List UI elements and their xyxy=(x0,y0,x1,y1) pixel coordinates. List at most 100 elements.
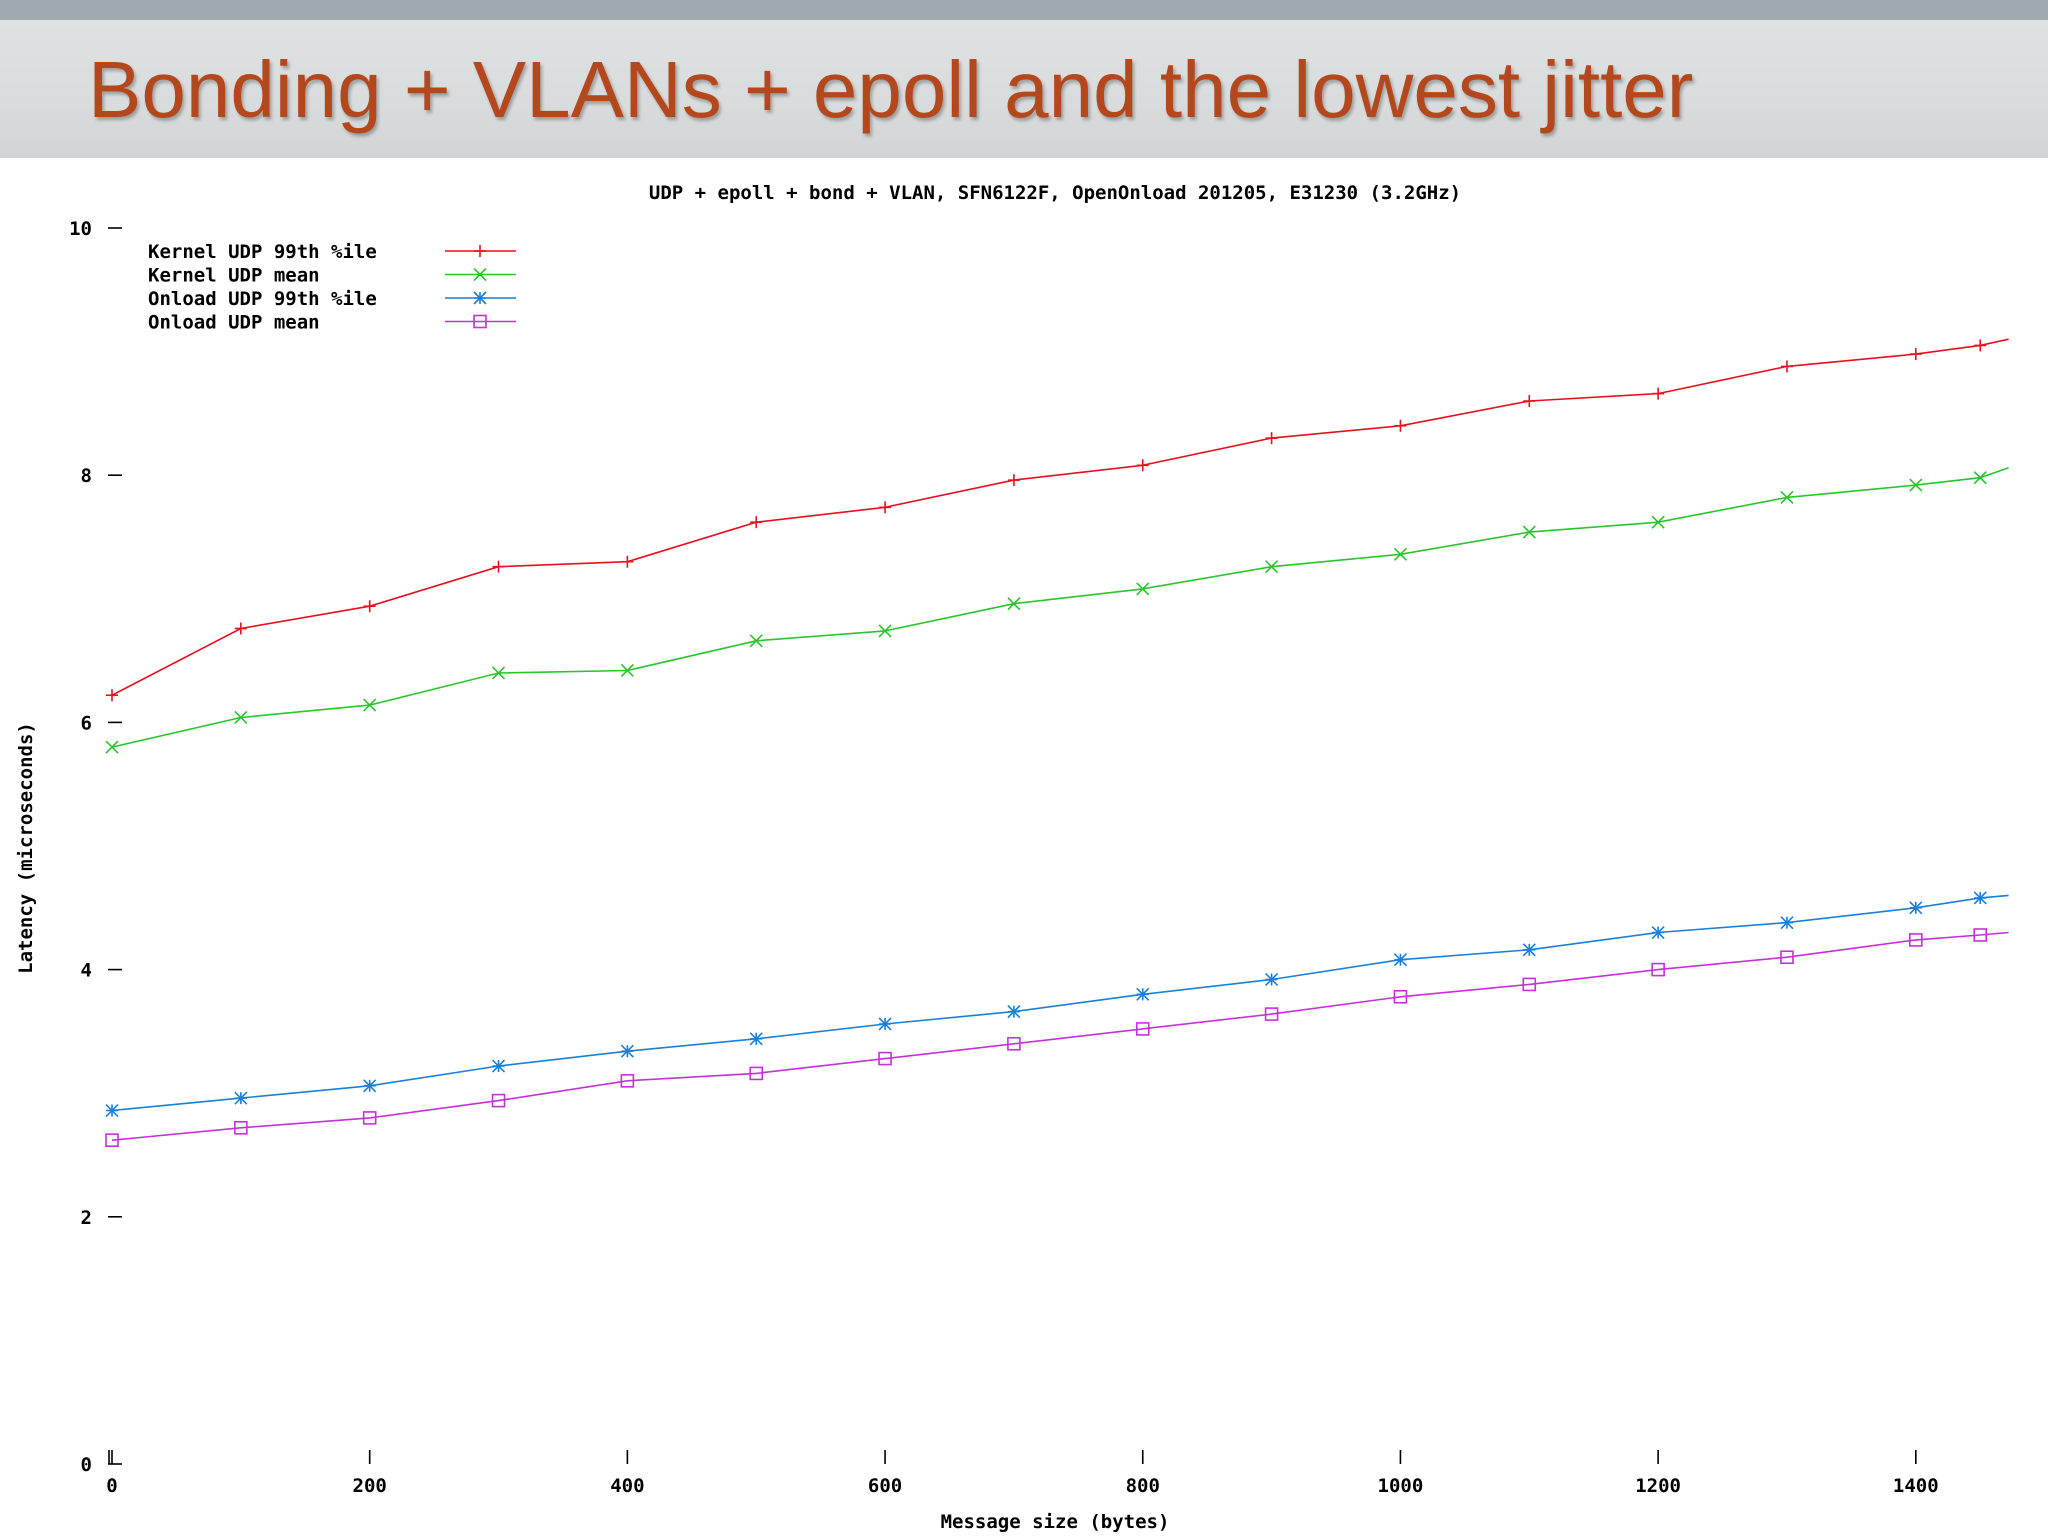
chart-title: UDP + epoll + bond + VLAN, SFN6122F, Ope… xyxy=(649,182,1461,204)
data-point xyxy=(234,1121,248,1135)
data-point xyxy=(234,622,247,635)
data-point xyxy=(105,740,119,754)
data-point xyxy=(1973,891,1987,905)
data-point xyxy=(878,1051,892,1066)
data-point xyxy=(620,663,634,678)
data-point xyxy=(1135,1022,1150,1036)
data-point xyxy=(1136,987,1150,1001)
series-layer xyxy=(105,338,2009,1147)
series xyxy=(105,467,2009,754)
data-point xyxy=(1136,582,1150,596)
data-point xyxy=(1909,901,1923,915)
data-point xyxy=(749,634,763,648)
data-point xyxy=(234,710,248,725)
y-tick-label: 6 xyxy=(81,712,92,734)
y-tick-label: 4 xyxy=(81,960,92,982)
data-point xyxy=(878,624,892,638)
data-point xyxy=(473,267,487,282)
y-axis-label: Latency (microseconds) xyxy=(15,722,37,974)
data-point xyxy=(1522,977,1537,992)
data-point xyxy=(1393,547,1408,561)
data-point xyxy=(105,1133,119,1147)
data-point xyxy=(491,1093,506,1108)
x-tick-label: 800 xyxy=(1126,1475,1160,1497)
data-point xyxy=(1652,387,1665,400)
data-point xyxy=(621,555,634,568)
data-point xyxy=(1780,360,1793,373)
data-point xyxy=(473,314,487,329)
data-point xyxy=(106,689,118,702)
series-line xyxy=(111,894,2009,1112)
data-point xyxy=(1651,962,1665,977)
data-point xyxy=(1265,560,1279,574)
data-point xyxy=(1393,953,1408,967)
series xyxy=(106,338,2009,702)
data-point xyxy=(1780,490,1794,505)
series-line xyxy=(111,338,2009,696)
data-point xyxy=(1973,471,1987,485)
data-point xyxy=(363,1079,377,1093)
x-tick-label: 600 xyxy=(868,1475,902,1497)
y-tick-label: 2 xyxy=(81,1207,92,1229)
data-point xyxy=(1265,972,1279,987)
data-point xyxy=(620,1074,635,1088)
data-point xyxy=(749,1032,763,1046)
series-line xyxy=(111,467,2009,748)
data-point xyxy=(492,560,505,573)
series xyxy=(105,891,2009,1118)
data-point xyxy=(749,1066,764,1081)
x-tick-label: 400 xyxy=(610,1475,644,1497)
data-point xyxy=(1393,989,1408,1004)
data-point xyxy=(1909,348,1922,361)
data-point xyxy=(1007,1036,1021,1051)
data-point xyxy=(491,1059,506,1073)
x-tick-label: 1400 xyxy=(1893,1475,1939,1497)
data-point xyxy=(491,666,506,680)
data-point xyxy=(1780,950,1794,965)
data-point xyxy=(1651,515,1665,529)
data-point xyxy=(105,1103,119,1118)
y-tick-label: 10 xyxy=(69,218,92,240)
data-point xyxy=(1651,925,1665,940)
data-point xyxy=(473,291,487,305)
data-point xyxy=(878,1017,892,1031)
data-point xyxy=(474,245,486,257)
data-point xyxy=(879,501,892,514)
data-point xyxy=(1909,933,1923,947)
data-point xyxy=(1973,928,1988,942)
data-point xyxy=(1136,459,1149,472)
legend-label: Onload UDP mean xyxy=(148,312,320,334)
x-tick-label: 0 xyxy=(106,1475,117,1497)
x-tick-label: 1200 xyxy=(1635,1475,1681,1497)
series xyxy=(105,928,2009,1147)
slide-title: Bonding + VLANs + epoll and the lowest j… xyxy=(88,45,1694,134)
data-point xyxy=(1522,525,1536,539)
x-axis-label: Message size (bytes) xyxy=(941,1511,1170,1533)
legend-label: Kernel UDP 99th %ile xyxy=(148,241,377,263)
data-point xyxy=(363,698,377,712)
data-point xyxy=(234,1091,248,1105)
data-point xyxy=(1007,474,1020,487)
data-point xyxy=(1909,478,1923,492)
data-point xyxy=(1264,1007,1279,1021)
data-point xyxy=(750,516,763,529)
axes: 0 2 4 6 8 10 0 200 400 600 800 1000 1200 1400 xyxy=(69,218,1939,1497)
data-point xyxy=(1522,943,1536,957)
latency-chart: UDP + epoll + bond + VLAN, SFN6122F, Ope… xyxy=(15,182,2009,1533)
data-point xyxy=(1265,432,1278,445)
data-point xyxy=(620,1044,634,1058)
x-tick-label: 200 xyxy=(353,1475,387,1497)
data-point xyxy=(1007,1005,1021,1019)
data-point xyxy=(362,1111,377,1125)
legend-label: Onload UDP 99th %ile xyxy=(148,288,377,310)
data-point xyxy=(1780,916,1794,930)
y-tick-label: 0 xyxy=(81,1454,92,1476)
data-point xyxy=(363,600,376,613)
y-tick-label: 8 xyxy=(81,465,92,487)
series-line xyxy=(111,931,2009,1141)
data-point xyxy=(1007,597,1021,611)
data-point xyxy=(1523,395,1536,408)
title-band: Bonding + VLANs + epoll and the lowest j… xyxy=(0,0,2048,158)
